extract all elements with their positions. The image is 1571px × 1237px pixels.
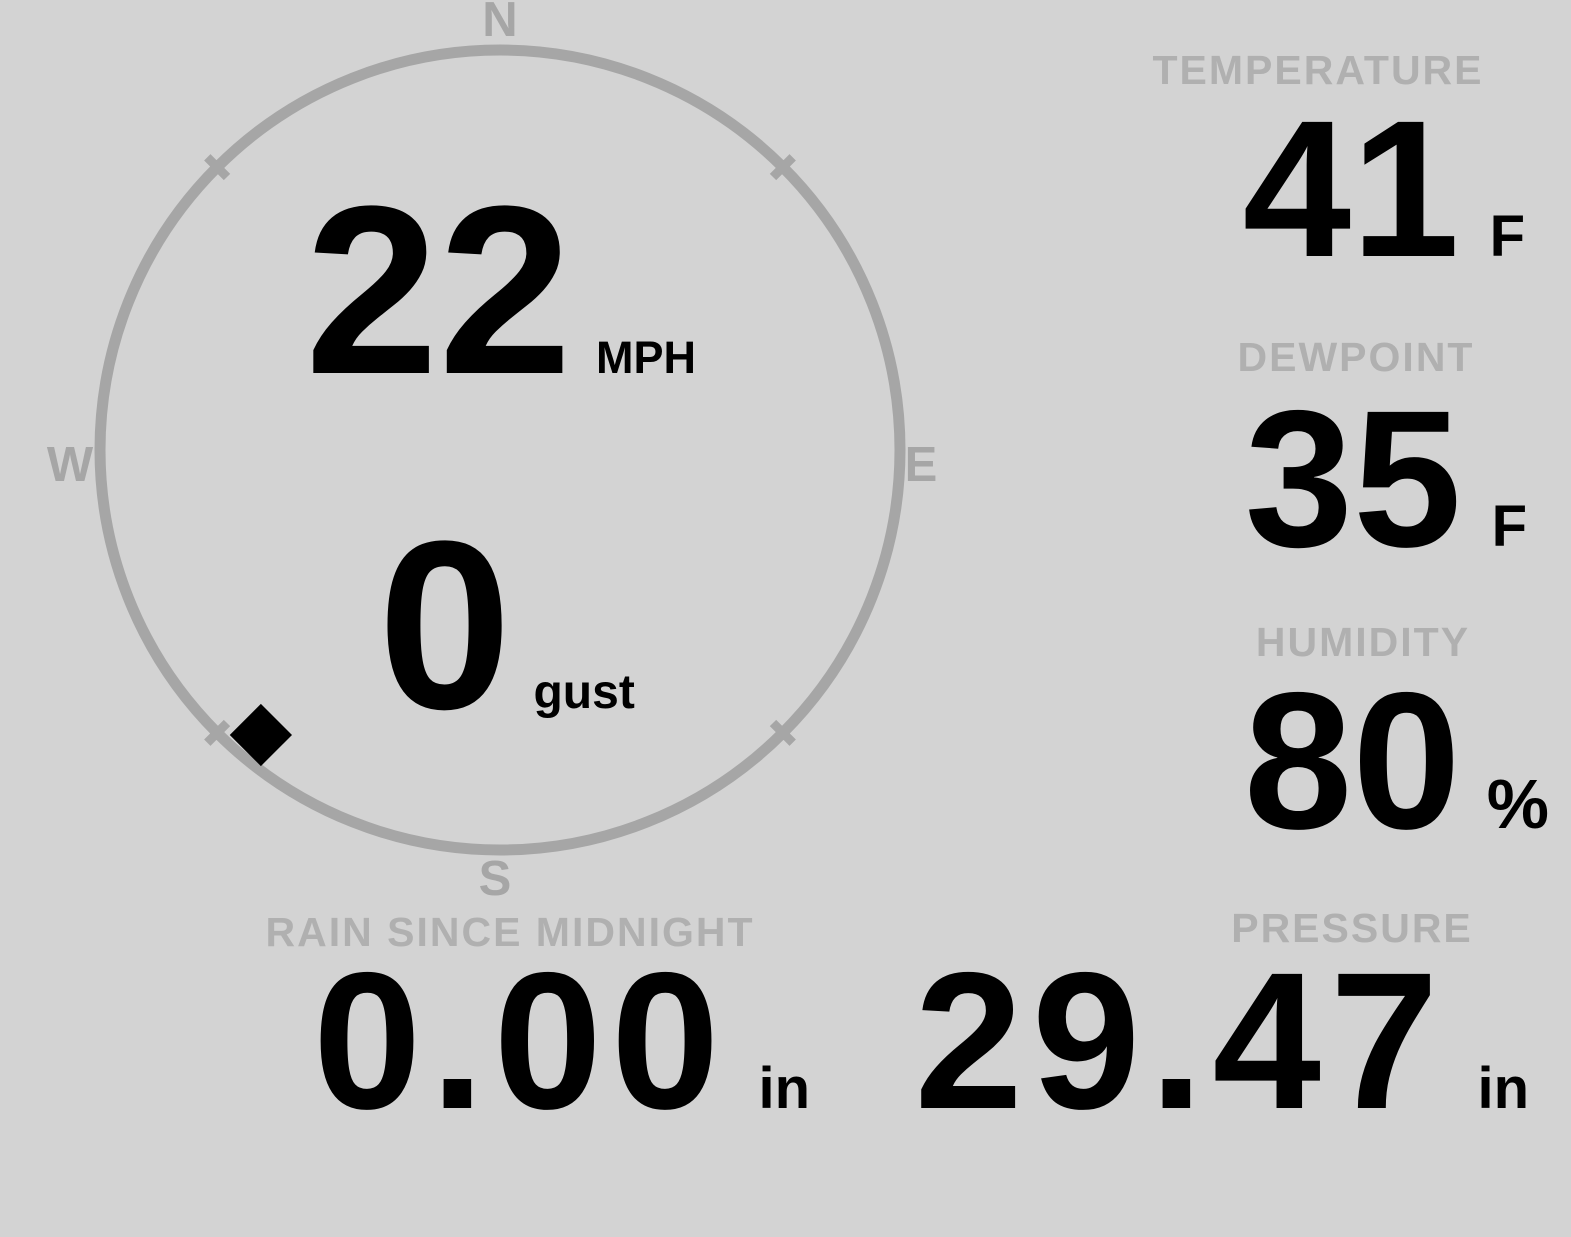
compass-ring <box>94 44 906 856</box>
humidity-unit: % <box>1486 765 1549 843</box>
pressure-label: PRESSURE <box>1231 905 1473 951</box>
dewpoint-label: DEWPOINT <box>1237 334 1475 380</box>
tick-sw <box>204 719 231 746</box>
cardinal-north: N <box>482 0 518 47</box>
pressure-value: 29.47 <box>914 932 1448 1150</box>
temperature-reading: 41 F <box>1243 92 1525 287</box>
wind-direction-marker <box>229 703 292 767</box>
temperature-unit: F <box>1489 204 1525 269</box>
wind-gust: 0 gust <box>378 505 635 745</box>
dewpoint-value: 35 <box>1244 370 1462 588</box>
tick-nw <box>204 154 231 181</box>
rain-since-midnight-value: 0.00 <box>312 932 729 1150</box>
dewpoint-unit: F <box>1491 494 1527 559</box>
humidity-reading: 80 % <box>1244 664 1549 859</box>
tick-ne <box>769 154 796 181</box>
dewpoint-reading: 35 F <box>1245 382 1527 577</box>
rain-since-midnight-unit: in <box>758 1056 810 1121</box>
wind-speed: 22 MPH <box>305 170 696 410</box>
wind-speed-unit: MPH <box>595 332 696 383</box>
cardinal-east: E <box>904 438 938 492</box>
cardinal-south: S <box>478 852 512 906</box>
rain-since-midnight-reading: 0.00 in <box>313 944 810 1139</box>
humidity-label: HUMIDITY <box>1255 619 1471 665</box>
compass-intercardinal-ticks <box>204 154 796 746</box>
humidity-value: 80 <box>1243 652 1461 870</box>
wind-gust-unit: gust <box>533 666 635 719</box>
cardinal-west: W <box>46 438 94 492</box>
temperature-label: TEMPERATURE <box>1152 47 1484 93</box>
tick-se <box>769 719 796 746</box>
pressure-unit: in <box>1477 1056 1529 1121</box>
rain-since-midnight-label: RAIN SINCE MIDNIGHT <box>265 909 755 955</box>
temperature-value: 41 <box>1242 80 1460 298</box>
wind-gust-value: 0 <box>378 491 512 759</box>
pressure-reading: 29.47 in <box>914 944 1529 1139</box>
wind-speed-value: 22 <box>305 156 572 424</box>
wind-compass-gauge <box>94 44 906 856</box>
